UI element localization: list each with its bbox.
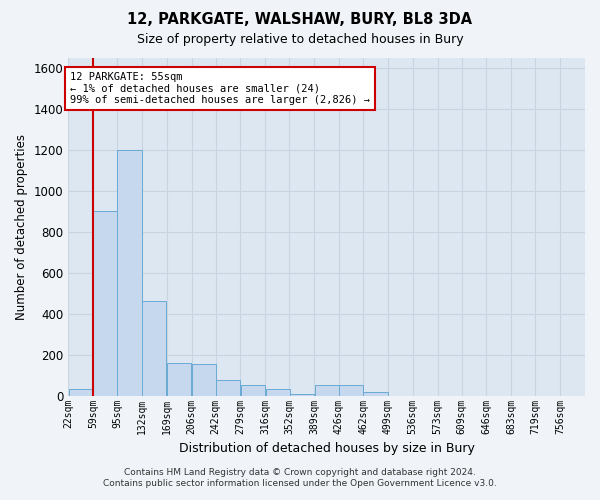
Bar — [142, 302, 166, 396]
Bar — [241, 386, 265, 396]
Text: Size of property relative to detached houses in Bury: Size of property relative to detached ho… — [137, 32, 463, 46]
Bar — [192, 364, 216, 396]
Bar — [266, 390, 290, 396]
Bar — [167, 363, 191, 396]
Bar — [94, 211, 118, 396]
X-axis label: Distribution of detached houses by size in Bury: Distribution of detached houses by size … — [179, 442, 475, 455]
Y-axis label: Number of detached properties: Number of detached properties — [15, 134, 28, 320]
Bar — [290, 394, 314, 396]
Bar — [118, 150, 142, 396]
Bar — [216, 380, 240, 396]
Bar — [340, 386, 364, 396]
Text: 12 PARKGATE: 55sqm
← 1% of detached houses are smaller (24)
99% of semi-detached: 12 PARKGATE: 55sqm ← 1% of detached hous… — [70, 72, 370, 105]
Text: Contains HM Land Registry data © Crown copyright and database right 2024.
Contai: Contains HM Land Registry data © Crown c… — [103, 468, 497, 487]
Bar — [364, 392, 388, 396]
Text: 12, PARKGATE, WALSHAW, BURY, BL8 3DA: 12, PARKGATE, WALSHAW, BURY, BL8 3DA — [127, 12, 473, 28]
Bar — [68, 390, 92, 396]
Bar — [314, 386, 338, 396]
